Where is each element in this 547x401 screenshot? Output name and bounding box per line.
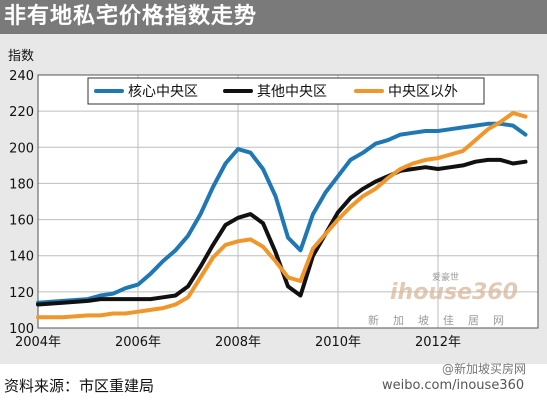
y-tick-label: 200 (9, 141, 34, 156)
y-tick-label: 160 (9, 214, 34, 229)
x-tick-label: 2008年 (215, 335, 261, 350)
x-tick-label: 2006年 (115, 335, 161, 350)
legend (87, 77, 485, 105)
source-note: 资料来源：市区重建局 (4, 377, 155, 395)
watermark-weibo: weibo.com/inouse360 (382, 378, 525, 393)
y-tick-label: 180 (9, 177, 34, 192)
plot-frame (37, 74, 539, 329)
chart-title: 非有地私宅价格指数走势 (0, 0, 547, 34)
y-tick-label: 220 (9, 105, 34, 120)
legend-label-2: 其他中央区 (257, 84, 327, 100)
y-tick-label: 100 (9, 322, 34, 337)
y-tick-label: 140 (9, 250, 34, 265)
line-chart: 100 120 140 160 180 200 220 240 2004年 2006年 2008年 2… (8, 49, 539, 350)
legend-label-1: 核心中央区 (128, 84, 198, 100)
y-tick-label: 240 (9, 69, 34, 84)
watermark-logo-sub: 新加坡佳居网 (368, 314, 518, 327)
watermark-logo-top: 爱豪世 (432, 273, 460, 283)
series-line-1 (36, 121, 528, 305)
legend-label-3: 中央区以外 (388, 84, 458, 100)
x-tick-label: 2010年 (315, 335, 361, 350)
x-tick-label: 2012年 (415, 335, 461, 350)
series-line-3 (36, 111, 528, 320)
series-line-2 (36, 157, 528, 307)
x-tick-label: 2004年 (15, 335, 61, 350)
y-tick-label: 120 (9, 286, 34, 301)
y-axis-label: 指数 (8, 49, 34, 64)
watermark-user: @新加坡买房网 (442, 362, 527, 376)
watermark-logo: ihouse360 (390, 280, 518, 305)
